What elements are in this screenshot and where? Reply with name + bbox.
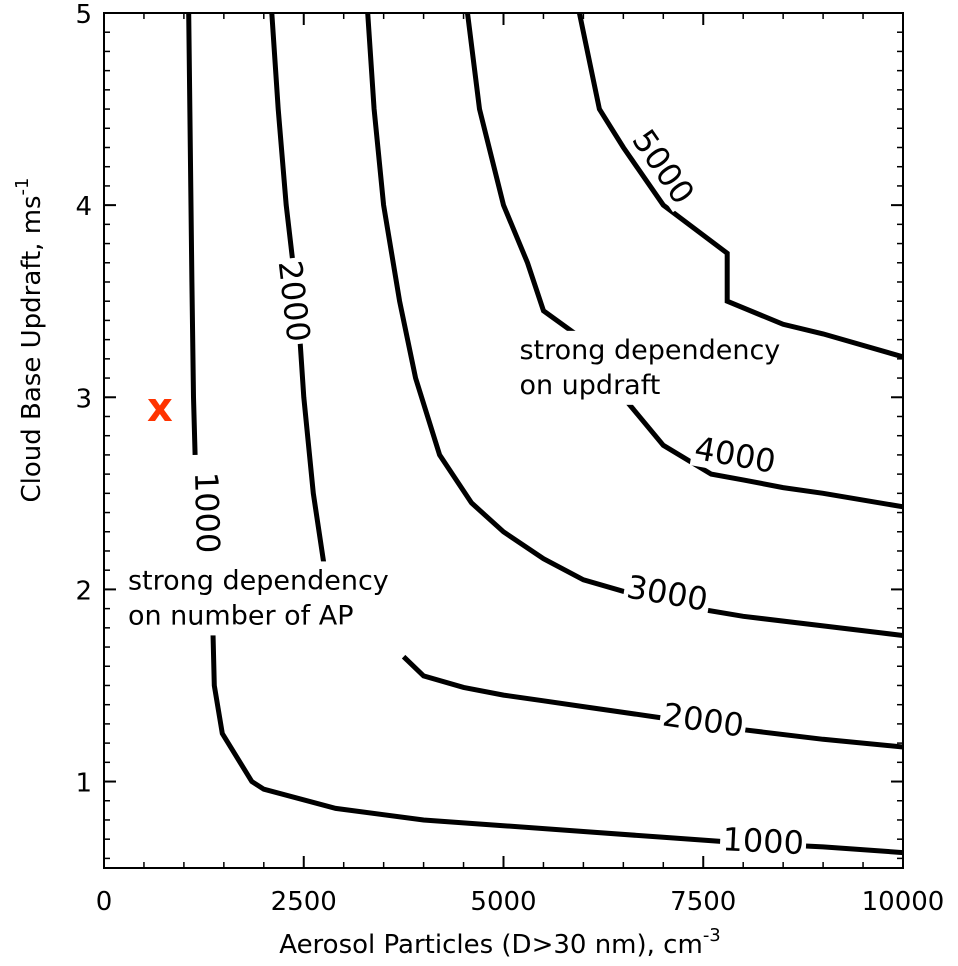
svg-text:2000: 2000 xyxy=(660,695,746,744)
annotation-1: strong dependency on updraft xyxy=(513,330,791,405)
annotation-2: strong dependency on number of AP xyxy=(121,561,400,636)
annotation-1-line-1: strong dependency xyxy=(519,335,780,366)
y-tick-label: 3 xyxy=(75,384,92,414)
svg-text:1000: 1000 xyxy=(187,471,227,553)
annotation-2-line-2: on number of AP xyxy=(128,600,354,631)
x-axis-title: Aerosol Particles (D>30 nm), cm-3 xyxy=(279,925,721,960)
contour-label-2000-upper: 2000 xyxy=(271,256,318,346)
contour-3000-full xyxy=(365,13,903,638)
contour-label-3000-full: 3000 xyxy=(621,568,713,619)
contour-1000-upper xyxy=(186,13,198,455)
contour-label-1000-lower: 1000 xyxy=(719,820,808,862)
y-axis-title: Cloud Base Updraft, ms-1 xyxy=(12,177,47,502)
contour-label-4000-full: 4000 xyxy=(689,429,781,481)
svg-text:2000: 2000 xyxy=(271,259,318,344)
svg-text:1000: 1000 xyxy=(722,820,805,862)
x-tick-label: 10000 xyxy=(862,887,945,917)
annotation-2-line-1: strong dependency xyxy=(128,565,389,596)
contour-2000-lower xyxy=(401,654,903,750)
contour-4000-full xyxy=(465,13,903,510)
y-tick-label: 4 xyxy=(75,192,92,222)
x-tick-label: 0 xyxy=(96,887,113,917)
x-tick-label: 5000 xyxy=(470,887,536,917)
y-tick-label: 5 xyxy=(75,0,92,30)
y-tick-label: 1 xyxy=(75,769,92,799)
y-tick-label: 2 xyxy=(75,576,92,606)
annotation-1-line-2: on updraft xyxy=(519,370,660,401)
axes: 0 2500 5000 7500 10000 1 2 3 4 5 xyxy=(75,0,944,917)
contour-label-2000-lower: 2000 xyxy=(658,695,749,745)
contour-label-1000-upper: 1000 xyxy=(187,469,227,557)
sample-point-marker: x xyxy=(147,385,173,431)
x-tick-label: 2500 xyxy=(271,887,337,917)
contour-5000-full xyxy=(576,13,903,360)
x-tick-label: 7500 xyxy=(670,887,736,917)
contour-lines xyxy=(186,13,903,856)
svg-text:3000: 3000 xyxy=(624,568,711,619)
